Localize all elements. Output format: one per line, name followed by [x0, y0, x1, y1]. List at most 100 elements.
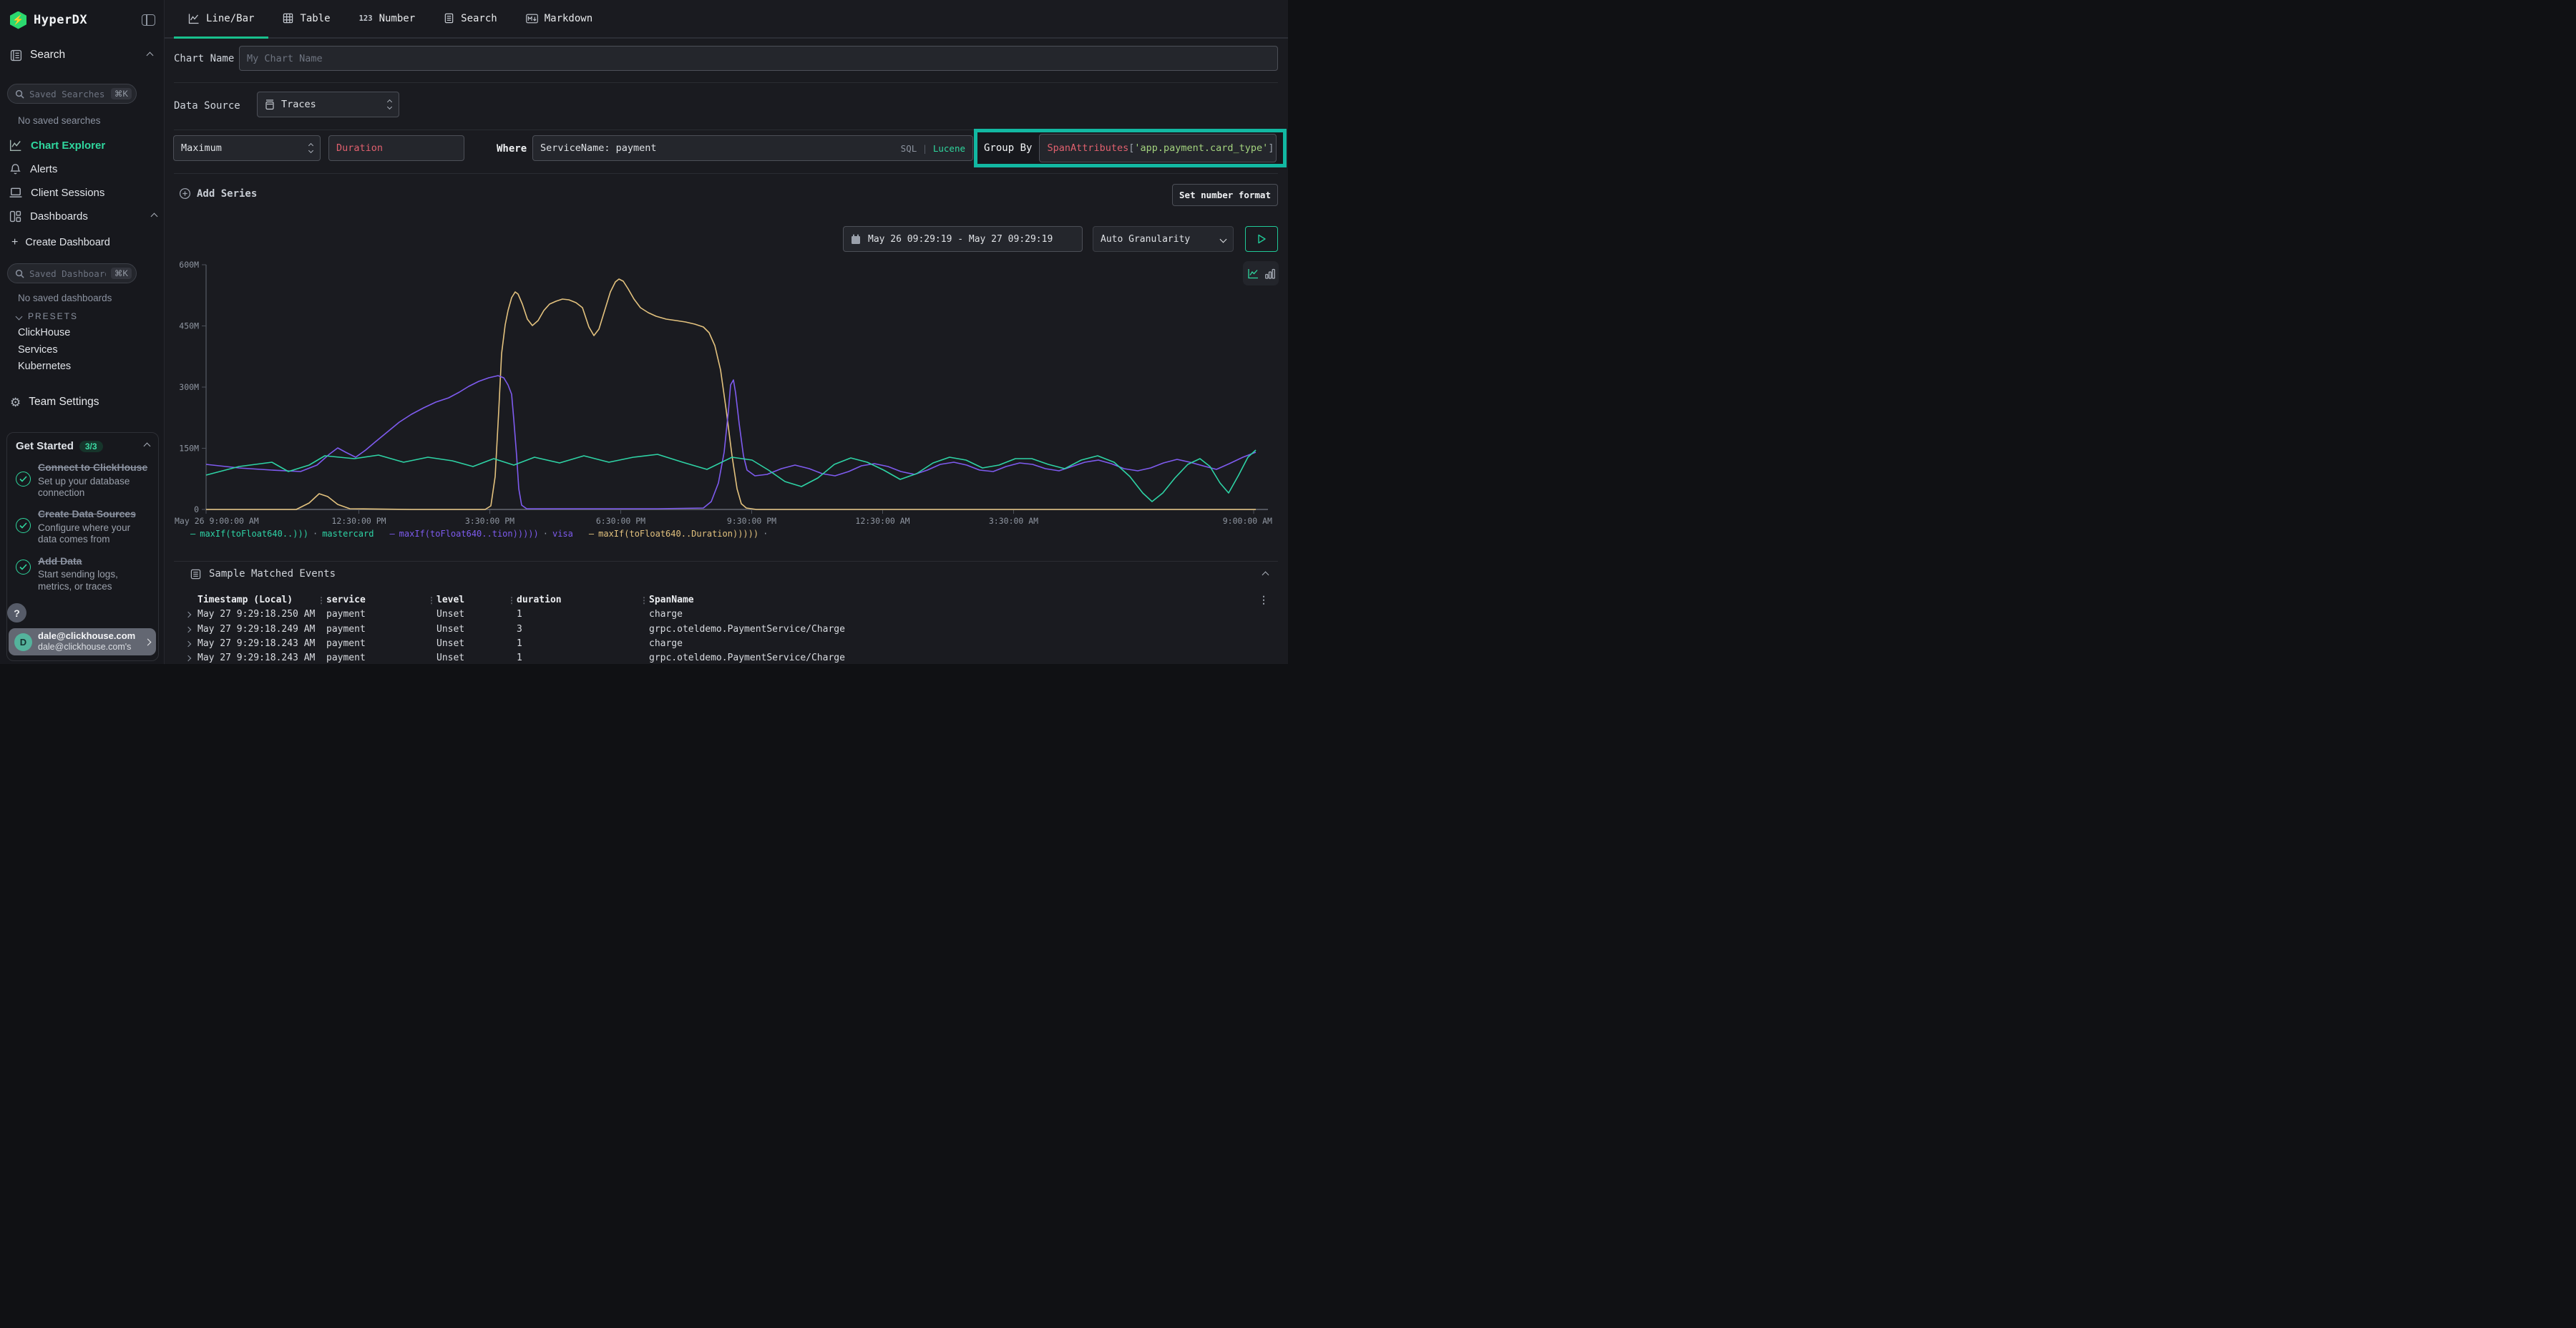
- chevron-up-icon[interactable]: [143, 442, 151, 450]
- checklist-desc: Set up your database connection: [38, 475, 130, 498]
- col-spanname[interactable]: SpanName: [649, 595, 694, 605]
- checklist-item-add-data[interactable]: Add Data Start sending logs, metrics, or…: [16, 555, 150, 592]
- sidebar-item-client-sessions[interactable]: Client Sessions: [9, 183, 157, 202]
- granularity-select[interactable]: Auto Granularity: [1093, 226, 1234, 252]
- sidebar-item-team-settings[interactable]: ⚙ Team Settings: [10, 393, 152, 411]
- saved-searches-input[interactable]: ⌘K: [7, 84, 137, 104]
- sidebar-item-chart-explorer[interactable]: Chart Explorer: [9, 136, 157, 155]
- user-menu[interactable]: D dale@clickhouse.com dale@clickhouse.co…: [9, 628, 156, 655]
- sidebar-section-search[interactable]: Search: [10, 46, 154, 64]
- sidebar: ⚡ HyperDX Search ⌘K No saved searches Ch…: [0, 0, 165, 664]
- group-by-input[interactable]: SpanAttributes['app.payment.card_type']: [1039, 134, 1277, 162]
- cell-duration: 1: [517, 652, 522, 663]
- legend-dash-icon: —: [190, 529, 196, 539]
- cell-level: Unset: [436, 652, 465, 663]
- bracket: ]: [1268, 142, 1274, 154]
- date-range-picker[interactable]: May 26 09:29:19 - May 27 09:29:19: [843, 226, 1083, 252]
- expand-row-icon[interactable]: [185, 609, 192, 620]
- table-row[interactable]: May 27 9:29:18.243 AM payment Unset 1 gr…: [174, 653, 1278, 665]
- chart-plot[interactable]: 600M 450M 300M 150M 0 May 26 9:00:00 AM …: [175, 260, 1272, 535]
- tab-line-bar[interactable]: Line/Bar: [174, 0, 269, 39]
- legend-item-mastercard[interactable]: — maxIf(toFloat640..))) · mastercard: [190, 529, 374, 539]
- saved-dashboards-input[interactable]: ⌘K: [7, 263, 137, 283]
- saved-searches-field[interactable]: [29, 88, 106, 99]
- cell-timestamp: May 27 9:29:18.249 AM: [197, 623, 316, 635]
- legend-dash-icon: —: [588, 529, 595, 539]
- presets-toggle[interactable]: PRESETS: [15, 311, 78, 321]
- column-resizer[interactable]: ⋮: [507, 595, 516, 605]
- table-row[interactable]: May 27 9:29:18.249 AM payment Unset 3 gr…: [174, 624, 1278, 639]
- checklist-title: Connect to ClickHouse: [38, 462, 148, 473]
- table-row[interactable]: May 27 9:29:18.250 AM payment Unset 1 ch…: [174, 609, 1278, 624]
- chevron-up-icon[interactable]: [146, 52, 154, 59]
- column-resizer[interactable]: ⋮: [317, 595, 326, 605]
- gear-icon: ⚙: [10, 395, 21, 409]
- field-input[interactable]: Duration: [328, 135, 464, 161]
- tab-search[interactable]: Search: [429, 0, 512, 39]
- tab-table[interactable]: Table: [268, 0, 344, 39]
- saved-dashboards-field[interactable]: [29, 268, 106, 279]
- where-input[interactable]: ServiceName: payment SQL | Lucene: [532, 135, 973, 161]
- chevron-down-icon: [1219, 235, 1227, 243]
- checklist-item-data-sources[interactable]: Create Data Sources Configure where your…: [16, 508, 150, 545]
- add-series-button[interactable]: Add Series: [179, 187, 257, 200]
- col-duration[interactable]: duration: [517, 595, 562, 605]
- chart-legend: — maxIf(toFloat640..))) · mastercard — m…: [190, 529, 772, 539]
- nav-label: Chart Explorer: [31, 139, 106, 152]
- data-source-select[interactable]: Traces: [257, 92, 399, 117]
- cell-level: Unset: [436, 609, 465, 620]
- y-tick-label: 0: [194, 504, 199, 514]
- lucene-toggle[interactable]: Lucene: [932, 142, 965, 154]
- journal-icon: [10, 49, 22, 61]
- aggregation-select[interactable]: Maximum: [173, 135, 321, 161]
- col-level[interactable]: level: [436, 595, 465, 605]
- col-timestamp[interactable]: Timestamp (Local): [197, 595, 293, 605]
- search-icon: [15, 89, 24, 99]
- legend-item-visa[interactable]: — maxIf(toFloat640..tion))))) · visa: [389, 529, 572, 539]
- collapse-sidebar-icon[interactable]: [142, 14, 155, 26]
- legend-series-name: maxIf(toFloat640..tion))))): [399, 529, 539, 539]
- select-chevrons-icon: [386, 99, 393, 110]
- expand-row-icon[interactable]: [185, 624, 192, 635]
- checklist-item-connect[interactable]: Connect to ClickHouse Set up your databa…: [16, 462, 150, 499]
- preset-clickhouse[interactable]: ClickHouse: [18, 327, 71, 338]
- laptop-icon: [9, 187, 22, 197]
- chart-name-placeholder: My Chart Name: [247, 52, 323, 64]
- table-menu-icon[interactable]: ⋮: [1259, 595, 1269, 606]
- sample-events-header[interactable]: Sample Matched Events: [190, 568, 336, 580]
- date-range-value: May 26 09:29:19 - May 27 09:29:19: [868, 233, 1053, 245]
- y-tick-label: 150M: [179, 444, 199, 454]
- table-row[interactable]: May 27 9:29:18.243 AM payment Unset 1 ch…: [174, 638, 1278, 653]
- legend-separator: ·: [763, 529, 769, 539]
- cell-duration: 1: [517, 609, 522, 620]
- chevron-down-icon: [15, 313, 23, 320]
- tab-markdown[interactable]: Markdown: [512, 0, 607, 39]
- create-dashboard-button[interactable]: + Create Dashboard: [11, 236, 110, 249]
- check-circle-icon: [16, 518, 31, 534]
- sidebar-item-alerts[interactable]: Alerts: [9, 160, 157, 178]
- chevron-up-icon[interactable]: [150, 213, 158, 220]
- run-query-button[interactable]: [1245, 226, 1278, 252]
- chevron-up-icon[interactable]: [1262, 571, 1269, 579]
- hyperdx-logo-icon: ⚡: [10, 11, 26, 29]
- set-number-format-button[interactable]: Set number format: [1172, 184, 1278, 206]
- no-saved-searches-text: No saved searches: [18, 115, 101, 126]
- create-dashboard-label: Create Dashboard: [25, 237, 110, 248]
- sql-toggle[interactable]: SQL: [900, 142, 917, 154]
- column-resizer[interactable]: ⋮: [640, 595, 648, 605]
- legend-item-unset[interactable]: — maxIf(toFloat640..Duration))))) ·: [589, 529, 772, 539]
- col-service[interactable]: service: [326, 595, 366, 605]
- chart-type-tabs: Line/Bar Table 123 Number Search Markdow…: [165, 0, 1288, 39]
- preset-kubernetes[interactable]: Kubernetes: [18, 361, 72, 372]
- aggregation-value: Maximum: [181, 142, 222, 154]
- tab-number[interactable]: 123 Number: [345, 0, 430, 39]
- sidebar-item-dashboards[interactable]: Dashboards: [9, 207, 158, 225]
- expand-row-icon[interactable]: [185, 638, 192, 649]
- expand-row-icon[interactable]: [185, 653, 192, 663]
- line-chart-icon[interactable]: [1247, 268, 1259, 279]
- column-resizer[interactable]: ⋮: [427, 595, 436, 605]
- help-button[interactable]: ?: [7, 603, 26, 622]
- bar-chart-icon[interactable]: [1264, 268, 1275, 279]
- preset-services[interactable]: Services: [18, 344, 58, 356]
- chart-name-input[interactable]: My Chart Name: [239, 46, 1278, 71]
